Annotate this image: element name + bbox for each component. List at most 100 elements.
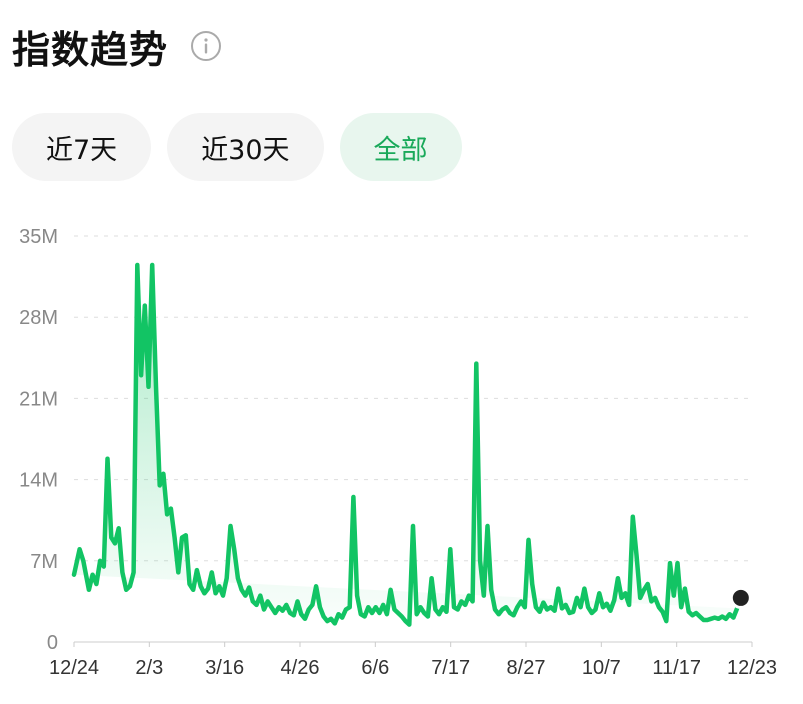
info-circle-icon[interactable] [190, 30, 222, 62]
data-point [423, 612, 426, 615]
data-point [553, 609, 556, 612]
data-point [218, 585, 221, 588]
data-point [158, 484, 161, 487]
data-point [419, 606, 422, 609]
data-point [78, 548, 81, 551]
data-point [352, 496, 355, 499]
x-tick-label: 8/27 [507, 657, 546, 679]
data-point [739, 210, 742, 212]
data-point [412, 525, 415, 528]
data-point [501, 608, 504, 611]
data-point [683, 587, 686, 590]
data-point [203, 592, 206, 595]
data-point [523, 606, 526, 609]
data-point [132, 571, 135, 574]
y-tick-label: 14M [19, 470, 58, 492]
data-point [561, 607, 564, 610]
data-point [166, 513, 169, 516]
data-point [434, 608, 437, 611]
data-point [244, 594, 247, 597]
data-point [195, 569, 198, 572]
data-point [456, 608, 459, 611]
data-point [304, 617, 307, 620]
data-point [341, 616, 344, 619]
data-point [128, 585, 131, 588]
data-point [266, 600, 269, 603]
data-point [479, 559, 482, 562]
data-point [259, 594, 262, 597]
data-point [695, 612, 698, 615]
data-point [333, 622, 336, 625]
data-point [605, 602, 608, 605]
data-point [713, 616, 716, 619]
data-point [121, 571, 124, 574]
data-point [251, 600, 254, 603]
data-point [229, 525, 232, 528]
data-point [698, 615, 701, 618]
data-point [724, 617, 727, 620]
data-point [542, 601, 545, 604]
x-tick-label: 10/7 [582, 657, 621, 679]
data-point [572, 610, 575, 613]
data-point [527, 538, 530, 541]
data-point [330, 617, 333, 620]
data-point [181, 536, 184, 539]
data-point [140, 374, 143, 377]
data-point [110, 536, 113, 539]
data-point [169, 507, 172, 510]
data-point [687, 610, 690, 613]
data-point [490, 588, 493, 591]
data-point [99, 559, 102, 562]
data-point [620, 596, 623, 599]
data-point [307, 608, 310, 611]
data-point [747, 210, 750, 212]
data-point [460, 600, 463, 603]
time-range-tabs: 近7天 近30天 全部 [12, 113, 462, 181]
data-point [389, 588, 392, 591]
data-point [602, 606, 605, 609]
data-point [639, 596, 642, 599]
x-tick-label: 11/17 [652, 657, 701, 679]
tab-30-days[interactable]: 近30天 [167, 113, 324, 181]
data-point [717, 617, 720, 620]
data-point [143, 304, 146, 307]
x-tick-label: 7/17 [431, 657, 470, 679]
data-point [453, 606, 456, 609]
data-point [400, 615, 403, 618]
data-point [177, 571, 180, 574]
tab-7-days[interactable]: 近7天 [12, 113, 152, 181]
x-tick-label: 2/3 [135, 657, 163, 679]
data-point [512, 614, 515, 617]
data-point [117, 527, 120, 530]
data-point [326, 620, 329, 623]
data-point [691, 614, 694, 617]
data-point [650, 600, 653, 603]
data-point [613, 599, 616, 602]
data-point [631, 515, 634, 518]
data-point [102, 565, 105, 568]
data-point [665, 620, 668, 623]
data-point [728, 613, 731, 616]
data-point [520, 600, 523, 603]
data-point [162, 472, 165, 475]
data-point [657, 606, 660, 609]
data-point [263, 608, 266, 611]
x-tick-label: 4/26 [281, 657, 320, 679]
data-point [505, 606, 508, 609]
data-point [590, 612, 593, 615]
data-point [475, 362, 478, 365]
data-point [393, 608, 396, 611]
data-point [192, 588, 195, 591]
tab-all[interactable]: 全部 [339, 113, 462, 181]
data-point [270, 606, 273, 609]
data-point [385, 613, 388, 616]
data-point [147, 385, 150, 388]
data-point [184, 534, 187, 537]
data-point [277, 606, 280, 609]
data-point [445, 610, 448, 613]
chart-svg[interactable]: 0 7M 14M 21M 28M 35M 12/24 2/3 3/16 4/26 6/6 7/17 8/… [0, 210, 803, 700]
data-point [549, 606, 552, 609]
data-point [702, 619, 705, 622]
data-point [322, 615, 325, 618]
data-point [73, 573, 76, 576]
